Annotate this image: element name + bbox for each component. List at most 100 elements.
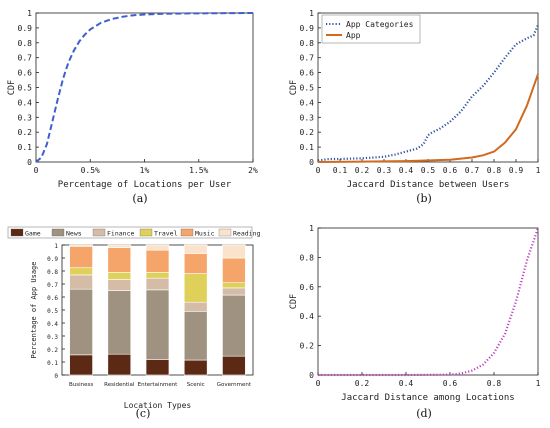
legend-swatch (92, 228, 106, 237)
legend-label: Game (25, 230, 41, 238)
bar-segment-music (222, 257, 246, 284)
x-tick-label: Residential (104, 382, 135, 388)
x-axis-label: Percentage of Locations per User (58, 180, 232, 190)
y-tick-label: 0.8 (18, 39, 33, 48)
y-tick-label: 0.2 (300, 342, 315, 351)
x-tick-label: 0.9 (509, 166, 524, 175)
bar-segment-finance (222, 287, 246, 296)
y-tick-label: 0 (309, 158, 314, 167)
y-axis-label: CDF (289, 294, 299, 309)
x-tick-label: 0.3 (377, 166, 392, 175)
bar-segment-news (222, 294, 246, 357)
y-tick-label: 0.7 (18, 54, 33, 63)
x-tick-label: 1.5% (189, 166, 208, 175)
y-tick-label: 0.1 (47, 360, 58, 367)
bar-segment-news (183, 310, 208, 361)
y-axis-label: CDF (289, 80, 299, 95)
legend-swatch (180, 228, 194, 237)
bar-segment-reading (69, 244, 93, 247)
legend-swatch (51, 228, 65, 237)
y-tick-label: 0.6 (18, 69, 33, 78)
x-tick-label: 0.5% (81, 166, 100, 175)
bar-segment-travel (183, 273, 208, 303)
x-tick-label: 0 (316, 166, 321, 175)
bar-segment-finance (107, 279, 132, 291)
x-tick-label: 0.5 (421, 166, 436, 175)
bar-segment-travel (145, 271, 170, 279)
y-tick-label: 0.5 (47, 308, 58, 315)
x-tick-label: Business (69, 382, 93, 388)
y-tick-label: 0.8 (47, 269, 58, 276)
bar-segment-music (107, 247, 132, 273)
y-tick-label: 0.6 (47, 295, 58, 302)
y-tick-label: 0.1 (18, 143, 33, 152)
x-tick-label: 0.6 (443, 166, 458, 175)
panel-a: 0 0.1 0.2 0.3 0.4 0.5 0.6 0.7 0.8 0.9 1 CDF Percenta… (7, 9, 258, 205)
panel-caption: (c) (136, 407, 151, 420)
legend-label: Reading (233, 230, 260, 238)
panel-b: 0 0.1 0.2 0.3 0.4 0.5 0.6 0.7 0.8 0.9 1 CDF Jaccard … (289, 9, 541, 205)
y-tick-label: 1 (309, 224, 314, 233)
y-tick-label: 0.8 (300, 39, 315, 48)
x-tick-label: 1 (536, 379, 541, 388)
y-tick-label: 0.4 (18, 98, 33, 107)
x-tick-label: 0.8 (487, 379, 502, 388)
legend-label: App (346, 31, 361, 40)
bar-segment-finance (69, 274, 93, 290)
bar-segment-travel (107, 271, 132, 280)
y-tick-label: 0.5 (18, 84, 33, 93)
bar-segment-reading (107, 244, 132, 248)
x-tick-label: 0.4 (399, 379, 414, 388)
plot-frame (317, 227, 539, 376)
bar-segment-music (145, 249, 170, 273)
legend-box (321, 14, 421, 44)
y-tick-label: 0.3 (18, 113, 33, 122)
y-tick-label: 0 (54, 373, 58, 380)
y-tick-label: 0.6 (300, 283, 315, 292)
bar-segment-game (222, 355, 246, 376)
bar-segment-reading (222, 244, 246, 259)
panel-d: 0 0.2 0.4 0.6 0.8 1 CDF Jaccard Distance among … (289, 224, 541, 420)
y-tick-label: 0.9 (18, 24, 33, 33)
series-line-cdf (35, 12, 254, 163)
y-tick-label: 0.4 (300, 98, 315, 107)
y-tick-label: 0.3 (47, 334, 58, 341)
legend-swatch (139, 228, 153, 237)
x-tick-label: 0.2 (355, 379, 370, 388)
x-axis-label: Location Types (124, 401, 192, 410)
panel-caption: (b) (416, 192, 432, 205)
bar-segment-game (69, 354, 93, 376)
legend-label: App Categories (346, 20, 414, 29)
bar-segment-news (145, 289, 170, 360)
legend-box (7, 226, 253, 239)
bar-segment-music (69, 246, 93, 269)
x-tick-label: 0.2 (355, 166, 370, 175)
legend: Game News Finance Travel Music Reading (7, 226, 260, 239)
x-tick-label: Scenic (187, 382, 205, 388)
y-tick-label: 1 (27, 9, 32, 18)
x-tick-label: 0.7 (465, 166, 480, 175)
series-line-app-categories (317, 24, 540, 162)
legend-label: Travel (154, 230, 178, 238)
x-tick-label: Government (217, 382, 252, 388)
series-line-app (317, 73, 539, 163)
panel-c: 0 0.1 0.2 0.3 0.4 0.5 0.6 0.7 0.8 0.9 1 Percentage … (7, 226, 260, 420)
y-tick-label: 0.1 (300, 143, 315, 152)
legend-swatch (10, 228, 24, 237)
legend: App Categories App (321, 14, 421, 44)
bar-segment-game (183, 359, 208, 376)
x-tick-label: 2% (248, 166, 258, 175)
y-tick-label: 0 (309, 371, 314, 380)
bar-segment-game (145, 359, 170, 376)
y-tick-label: 0.3 (300, 113, 315, 122)
x-tick-label: 0 (316, 379, 321, 388)
x-tick-label: 1% (140, 166, 150, 175)
legend-label: Finance (107, 230, 134, 238)
legend-label: News (66, 230, 82, 238)
bar-segment-travel (222, 282, 246, 289)
y-tick-label: 0.7 (47, 282, 58, 289)
bar-segment-music (183, 253, 208, 274)
y-tick-label: 0.8 (300, 253, 315, 262)
y-tick-label: 0.2 (300, 128, 315, 137)
